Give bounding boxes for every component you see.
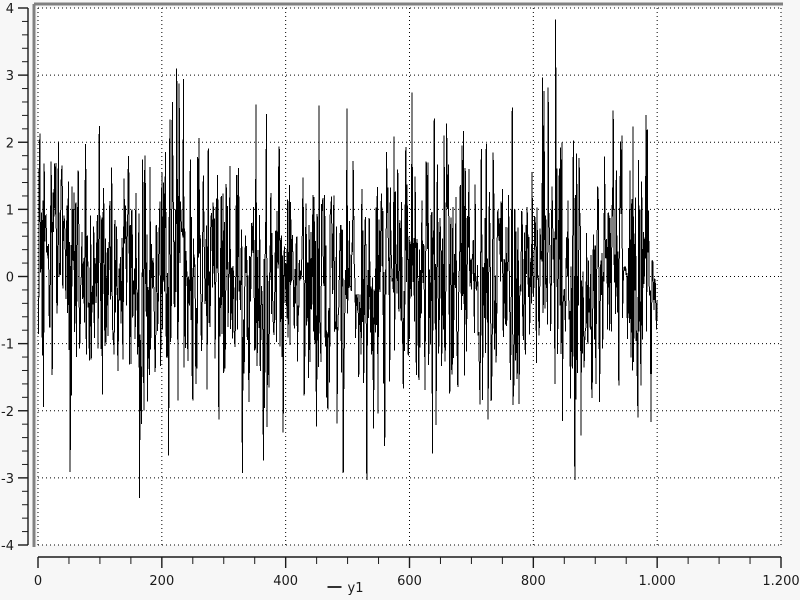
y-axis-tick-label: -2 [1,405,14,420]
series-line-y1 [38,19,658,499]
x-axis-tick-label: 1.200 [762,574,799,589]
x-axis-tick-label: 0 [34,574,42,589]
x-axis-tick-label: 400 [273,574,298,589]
y-axis-tick-label: -3 [1,472,14,487]
y-axis-tick-label: 3 [6,69,14,84]
y-axis-tick-label: 0 [6,271,14,286]
x-axis-tick-label: 1.000 [639,574,676,589]
x-axis-tick-label: 800 [521,574,546,589]
y-axis-tick-label: 2 [6,136,14,151]
y-axis-tick-label: -4 [1,539,14,554]
plot-frame [32,2,783,547]
y-axis-tick-label: 1 [6,203,14,218]
axes: -4 -3 -2 -1 0 1 2 3 4 0 200 400 600 800 1.000 1.200 [1,2,800,589]
y-axis-tick-label: -1 [1,338,14,353]
legend: y1 [327,581,364,596]
x-axis-tick-label: 600 [397,574,422,589]
x-axis-tick-label: 200 [149,574,174,589]
legend-label-y1: y1 [348,581,364,596]
y-axis-tick-label: 4 [6,2,14,17]
